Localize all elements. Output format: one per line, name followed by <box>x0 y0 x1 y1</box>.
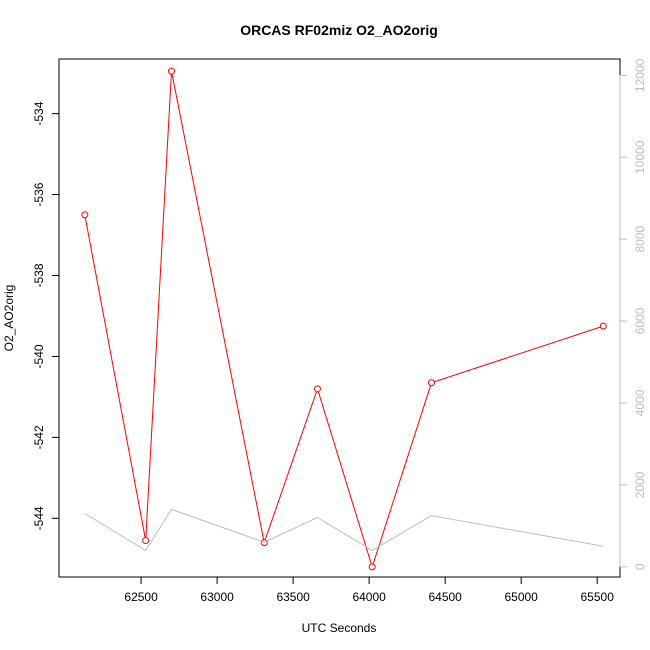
chart-title: ORCAS RF02miz O2_AO2orig <box>240 22 438 38</box>
y-axis-label: O2_AO2orig <box>2 285 16 352</box>
data-point <box>168 67 176 75</box>
y-right-tick-label: 4000 <box>633 389 647 416</box>
x-tick-label: 63500 <box>276 590 310 604</box>
y-right-tick-label: 12000 <box>633 58 647 92</box>
y-left-tick-label: -536 <box>32 182 46 206</box>
x-tick-label: 64500 <box>428 590 462 604</box>
y-left-tick-label: -538 <box>32 263 46 287</box>
series-left-line <box>84 71 604 569</box>
x-tick-label: 65500 <box>581 590 615 604</box>
x-tick-label: 65000 <box>504 590 538 604</box>
y-left-tick-label: -540 <box>32 344 46 368</box>
x-tick-label: 63000 <box>200 590 234 604</box>
y-right-tick-label: 8000 <box>633 226 647 253</box>
y-axis-right: 0 2000 4000 6000 8000 10000 12000 <box>619 58 647 570</box>
y-right-tick-label: 10000 <box>633 140 647 174</box>
data-point <box>599 322 607 330</box>
x-axis: 62500 63000 63500 64000 64500 65000 65500 <box>124 576 615 604</box>
data-point <box>368 563 376 571</box>
y-left-tick-label: -544 <box>32 506 46 530</box>
data-point <box>142 537 150 545</box>
series-right-line <box>84 508 604 552</box>
data-point <box>427 379 435 387</box>
y-axis-left: -544 -542 -540 -538 -536 -534 <box>32 101 60 530</box>
x-tick-label: 62500 <box>124 590 158 604</box>
data-point <box>81 211 89 219</box>
y-right-tick-label: 6000 <box>633 307 647 334</box>
data-point <box>313 385 321 393</box>
x-tick-label: 64000 <box>352 590 386 604</box>
series-layer <box>81 67 607 571</box>
y-right-tick-label: 0 <box>633 563 647 570</box>
y-left-tick-label: -542 <box>32 425 46 449</box>
y-left-tick-label: -534 <box>32 101 46 125</box>
x-axis-label: UTC Seconds <box>302 621 377 635</box>
y-right-tick-label: 2000 <box>633 471 647 498</box>
